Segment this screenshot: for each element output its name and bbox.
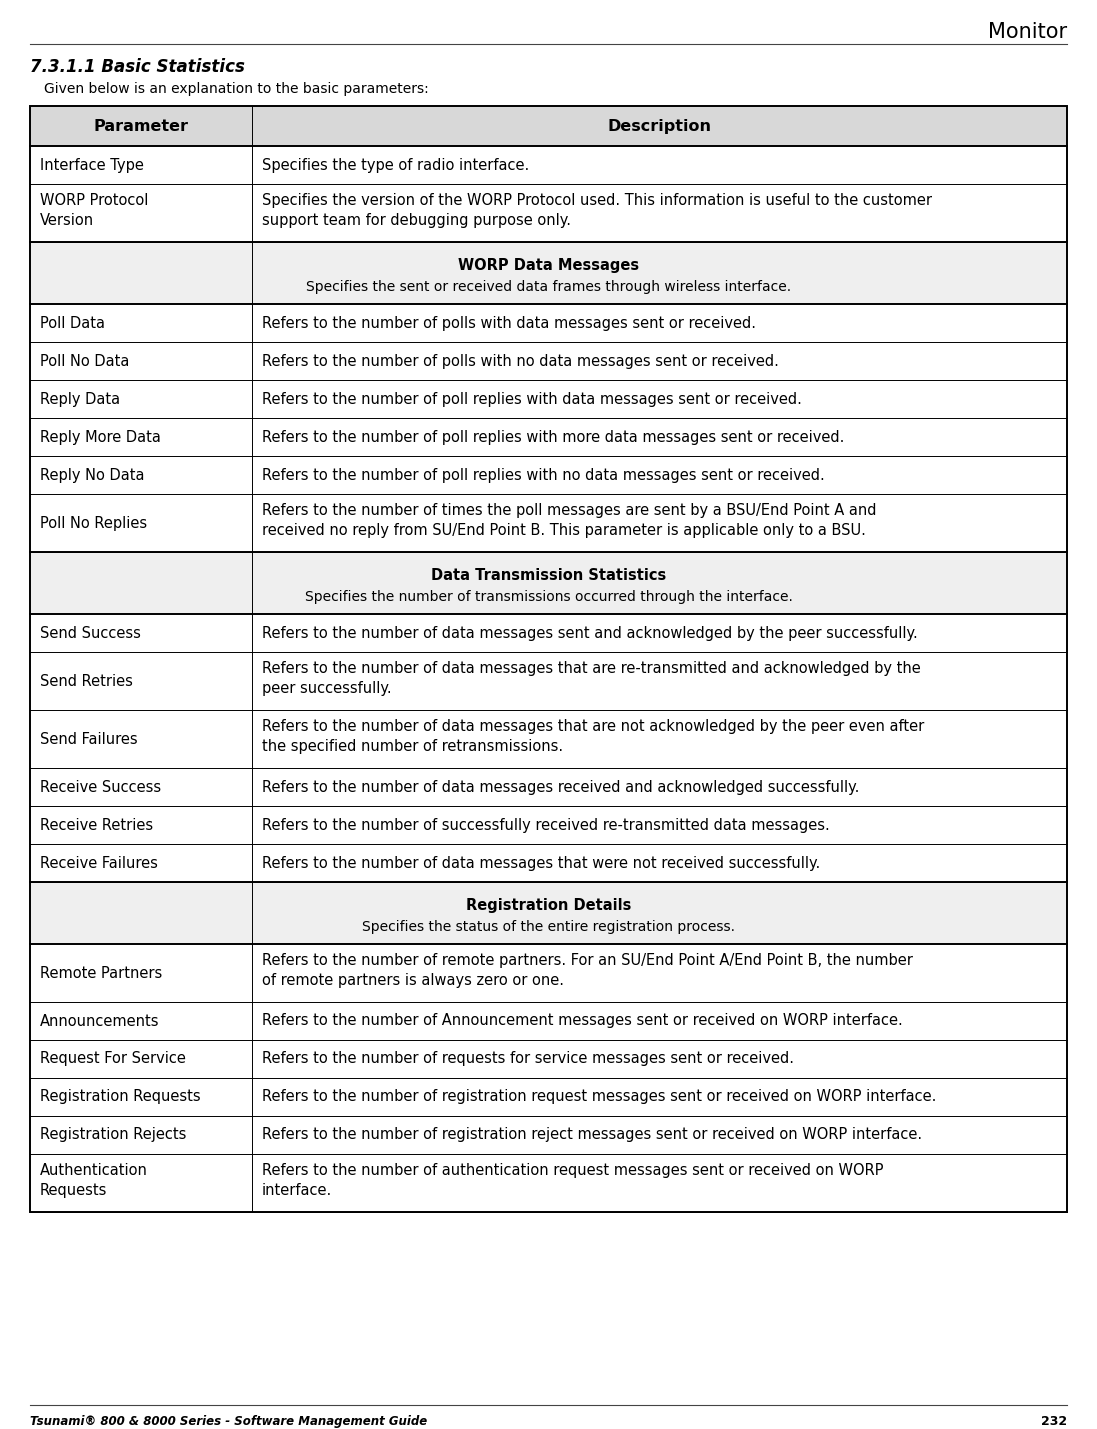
Text: Specifies the number of transmissions occurred through the interface.: Specifies the number of transmissions oc… (305, 590, 792, 603)
Bar (30, 945, 1067, 1002)
Text: 232: 232 (1041, 1415, 1067, 1428)
Bar (30, 494, 1067, 552)
Bar (30, 614, 1067, 652)
Text: WORP Protocol
Version: WORP Protocol Version (39, 193, 148, 229)
Text: Authentication
Requests: Authentication Requests (39, 1163, 148, 1199)
Bar (30, 1040, 1067, 1077)
Text: Given below is an explanation to the basic parameters:: Given below is an explanation to the bas… (44, 81, 429, 96)
Text: Refers to the number of remote partners. For an SU/End Point A/End Point B, the : Refers to the number of remote partners.… (262, 953, 913, 989)
Text: Receive Retries: Receive Retries (39, 817, 154, 833)
Bar (30, 380, 1067, 419)
Bar (30, 146, 1067, 184)
Text: Refers to the number of authentication request messages sent or received on WORP: Refers to the number of authentication r… (262, 1163, 883, 1199)
Bar (30, 710, 1067, 767)
Text: Refers to the number of Announcement messages sent or received on WORP interface: Refers to the number of Announcement mes… (262, 1013, 903, 1029)
Text: Registration Requests: Registration Requests (39, 1089, 201, 1105)
Text: Refers to the number of requests for service messages sent or received.: Refers to the number of requests for ser… (262, 1052, 794, 1066)
Text: Specifies the status of the entire registration process.: Specifies the status of the entire regis… (362, 920, 735, 933)
Text: WORP Data Messages: WORP Data Messages (457, 259, 640, 273)
Bar (30, 1002, 1067, 1040)
Text: Specifies the version of the WORP Protocol used. This information is useful to t: Specifies the version of the WORP Protoc… (262, 193, 932, 229)
Text: Remote Partners: Remote Partners (39, 966, 162, 980)
Text: Refers to the number of data messages sent and acknowledged by the peer successf: Refers to the number of data messages se… (262, 626, 918, 640)
Bar (30, 882, 1067, 945)
Text: Refers to the number of successfully received re-transmitted data messages.: Refers to the number of successfully rec… (262, 817, 829, 833)
Text: Receive Success: Receive Success (39, 779, 161, 795)
Text: Request For Service: Request For Service (39, 1052, 185, 1066)
Text: Refers to the number of data messages received and acknowledged successfully.: Refers to the number of data messages re… (262, 779, 859, 795)
Bar (30, 1077, 1067, 1116)
Text: Receive Failures: Receive Failures (39, 856, 158, 870)
Bar (30, 456, 1067, 494)
Text: Registration Rejects: Registration Rejects (39, 1127, 186, 1143)
Bar (30, 552, 1067, 614)
Text: Reply No Data: Reply No Data (39, 467, 145, 483)
Text: Refers to the number of poll replies with no data messages sent or received.: Refers to the number of poll replies wit… (262, 467, 825, 483)
Text: Announcements: Announcements (39, 1013, 159, 1029)
Text: Refers to the number of poll replies with data messages sent or received.: Refers to the number of poll replies wit… (262, 392, 802, 406)
Text: Description: Description (608, 119, 712, 133)
Text: Parameter: Parameter (93, 119, 189, 133)
Text: Send Failures: Send Failures (39, 732, 137, 746)
Text: Send Success: Send Success (39, 626, 140, 640)
Text: Send Retries: Send Retries (39, 673, 133, 689)
Text: Interface Type: Interface Type (39, 157, 144, 173)
Bar (30, 304, 1067, 342)
Text: Refers to the number of times the poll messages are sent by a BSU/End Point A an: Refers to the number of times the poll m… (262, 503, 877, 539)
Text: Poll No Replies: Poll No Replies (39, 516, 147, 530)
Bar (30, 1116, 1067, 1155)
Bar (30, 767, 1067, 806)
Text: Specifies the sent or received data frames through wireless interface.: Specifies the sent or received data fram… (306, 280, 791, 293)
Text: Tsunami® 800 & 8000 Series - Software Management Guide: Tsunami® 800 & 8000 Series - Software Ma… (30, 1415, 427, 1428)
Text: 7.3.1.1 Basic Statistics: 7.3.1.1 Basic Statistics (30, 59, 245, 76)
Text: Monitor: Monitor (988, 21, 1067, 41)
Text: Data Transmission Statistics: Data Transmission Statistics (431, 569, 666, 583)
Text: Poll Data: Poll Data (39, 316, 105, 330)
Bar (30, 419, 1067, 456)
Bar (30, 184, 1067, 242)
Text: Reply More Data: Reply More Data (39, 430, 161, 444)
Bar (30, 106, 1067, 1212)
Text: Poll No Data: Poll No Data (39, 353, 129, 369)
Text: Refers to the number of data messages that were not received successfully.: Refers to the number of data messages th… (262, 856, 821, 870)
Text: Refers to the number of poll replies with more data messages sent or received.: Refers to the number of poll replies wit… (262, 430, 845, 444)
Text: Registration Details: Registration Details (466, 897, 631, 913)
Text: Refers to the number of data messages that are re-transmitted and acknowledged b: Refers to the number of data messages th… (262, 662, 920, 696)
Text: Refers to the number of polls with no data messages sent or received.: Refers to the number of polls with no da… (262, 353, 779, 369)
Bar (30, 652, 1067, 710)
Text: Refers to the number of polls with data messages sent or received.: Refers to the number of polls with data … (262, 316, 756, 330)
Bar (30, 342, 1067, 380)
Bar (30, 106, 1067, 146)
Text: Refers to the number of registration request messages sent or received on WORP i: Refers to the number of registration req… (262, 1089, 937, 1105)
Bar (30, 806, 1067, 845)
Text: Refers to the number of registration reject messages sent or received on WORP in: Refers to the number of registration rej… (262, 1127, 923, 1143)
Bar (30, 845, 1067, 882)
Text: Refers to the number of data messages that are not acknowledged by the peer even: Refers to the number of data messages th… (262, 719, 925, 755)
Text: Reply Data: Reply Data (39, 392, 121, 406)
Bar (30, 1155, 1067, 1212)
Text: Specifies the type of radio interface.: Specifies the type of radio interface. (262, 157, 529, 173)
Bar (30, 242, 1067, 304)
